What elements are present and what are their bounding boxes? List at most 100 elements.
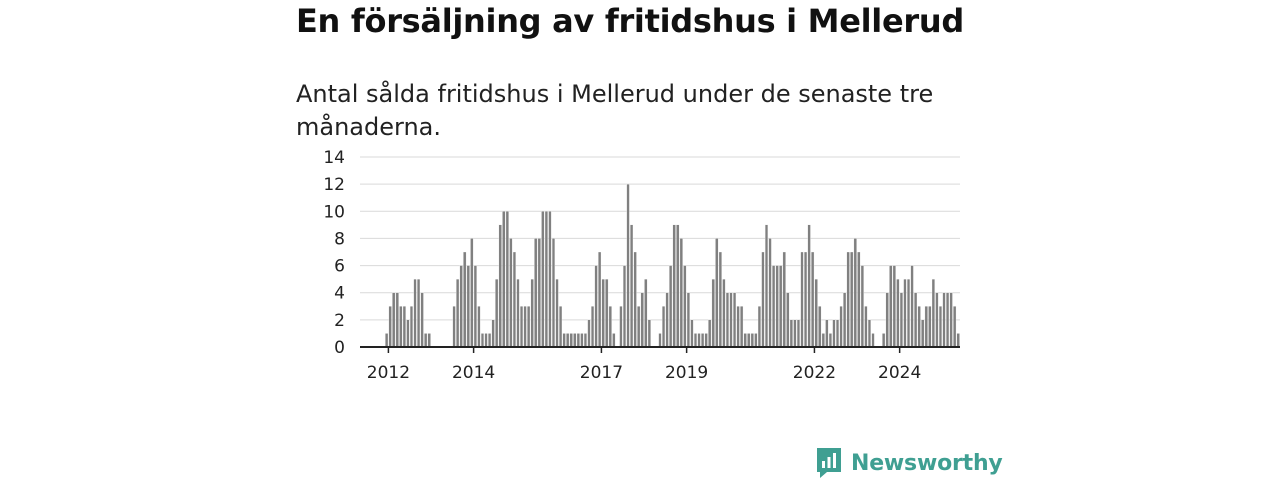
bar [427, 333, 431, 348]
bar [804, 251, 808, 348]
bar [388, 306, 392, 348]
bar [555, 278, 559, 348]
bar [860, 265, 864, 348]
bar [818, 306, 822, 348]
bar [622, 265, 627, 348]
bar [747, 333, 751, 348]
bar [502, 211, 506, 348]
y-axis-ticks: 0 2 4 6 8 10 12 14 [323, 148, 345, 358]
gridlines [360, 156, 960, 321]
bar [665, 292, 669, 348]
bar [807, 224, 811, 348]
bar [644, 278, 648, 348]
bar [679, 238, 683, 348]
bar [733, 292, 737, 348]
bar [530, 278, 534, 348]
bar [772, 265, 776, 348]
bar [576, 333, 580, 348]
x-tick-label: 2024 [878, 363, 921, 383]
newsworthy-logo-icon [817, 448, 841, 478]
y-tick-label: 8 [334, 229, 345, 249]
bar [527, 306, 531, 348]
bar [814, 278, 818, 348]
bar [917, 306, 921, 348]
bar [420, 292, 424, 348]
y-tick-label: 6 [334, 257, 345, 277]
bar [612, 333, 616, 348]
bar [715, 238, 719, 348]
bar [516, 278, 520, 348]
x-tick-label: 2022 [793, 363, 836, 383]
bar [505, 211, 509, 348]
bar [399, 306, 403, 348]
bar [480, 333, 485, 348]
bar [683, 265, 687, 348]
y-tick-label: 0 [334, 338, 345, 358]
bar [708, 319, 712, 348]
bar [413, 278, 417, 348]
bar [409, 306, 414, 348]
bar [598, 251, 602, 348]
x-tick-label: 2019 [665, 363, 708, 383]
bar [509, 238, 513, 348]
x-tick-label: 2017 [580, 363, 623, 383]
bar [484, 333, 488, 348]
bar [793, 319, 797, 348]
bar [740, 306, 744, 348]
bar [704, 333, 708, 348]
bar [899, 292, 903, 348]
bar [693, 333, 698, 348]
bar [811, 251, 815, 348]
bar [949, 292, 953, 348]
bar [835, 319, 840, 348]
bar [583, 333, 587, 348]
bar [885, 292, 889, 348]
y-tick-label: 4 [334, 284, 345, 304]
bar [857, 251, 861, 348]
bar [551, 238, 556, 348]
bar [828, 333, 832, 348]
bar [498, 224, 502, 348]
brand-name: Newsworthy [851, 450, 1003, 476]
bar [537, 238, 541, 348]
bar [512, 251, 516, 348]
x-tick-label: 2014 [452, 363, 495, 383]
bar [953, 306, 957, 348]
bar [914, 292, 918, 348]
y-tick-label: 14 [323, 148, 345, 168]
bar [697, 333, 701, 348]
bar [768, 238, 772, 348]
bar [463, 251, 467, 348]
bar [821, 333, 825, 348]
bar [782, 251, 786, 348]
chart-subtitle: Antal sålda fritidshus i Mellerud under … [296, 80, 934, 141]
bar [935, 292, 939, 348]
bar [669, 265, 673, 348]
bar [534, 238, 538, 348]
bar [825, 319, 829, 348]
bar [676, 224, 680, 348]
bar [459, 265, 463, 348]
bar [520, 306, 524, 348]
bar [488, 333, 492, 348]
x-axis-ticks: 2012 2014 2017 2019 2022 2024 [367, 347, 921, 383]
bar [662, 306, 666, 348]
bar [559, 306, 563, 348]
bar [850, 251, 854, 348]
bar [701, 333, 705, 348]
bar [541, 211, 545, 348]
bar [839, 306, 843, 348]
bar [889, 265, 893, 348]
bar [640, 292, 644, 348]
bar [392, 292, 396, 348]
bar [725, 292, 729, 348]
bar [406, 319, 410, 348]
bar [931, 278, 935, 348]
bar [867, 319, 871, 348]
bar [544, 211, 548, 348]
bar [789, 319, 793, 348]
bar [956, 333, 960, 348]
bar [853, 238, 857, 348]
y-tick-label: 2 [334, 311, 345, 331]
